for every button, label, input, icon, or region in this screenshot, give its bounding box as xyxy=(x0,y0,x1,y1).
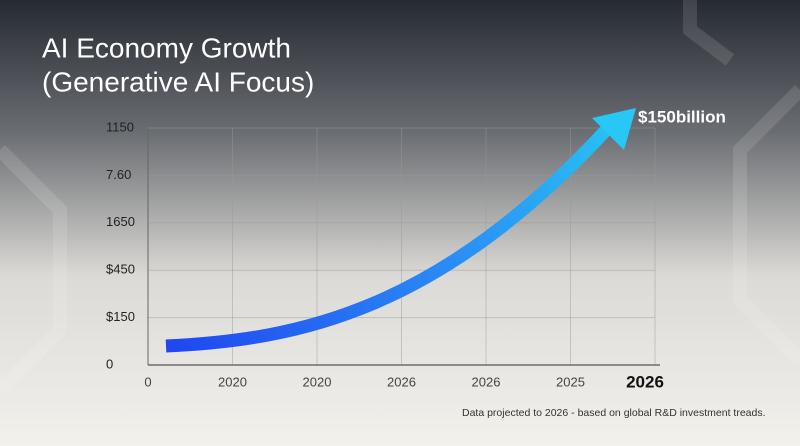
x-label: 0 xyxy=(144,374,151,389)
x-label: 2025 xyxy=(556,374,585,389)
x-label: 2026 xyxy=(472,374,501,389)
annotation: $150billion xyxy=(638,107,726,126)
x-label: 2026 xyxy=(387,374,416,389)
y-label: 7.60 xyxy=(106,167,131,182)
x-label: 2020 xyxy=(218,374,247,389)
y-label: $150 xyxy=(106,309,135,324)
y-label: 1650 xyxy=(106,214,135,229)
y-label: $450 xyxy=(106,262,135,277)
growth-arrow xyxy=(165,123,613,353)
y-label: 1150 xyxy=(106,119,134,134)
arrow-head xyxy=(592,108,636,150)
x-label: 2020 xyxy=(303,374,332,389)
subtitle: (Generative AI Focus) xyxy=(42,66,314,97)
footnote: Data projected to 2026 - based on global… xyxy=(462,407,766,419)
decor xyxy=(0,0,800,390)
title: AI Economy Growth xyxy=(42,32,291,63)
x-label: 2026 xyxy=(626,372,664,391)
y-label: 0 xyxy=(106,356,113,371)
